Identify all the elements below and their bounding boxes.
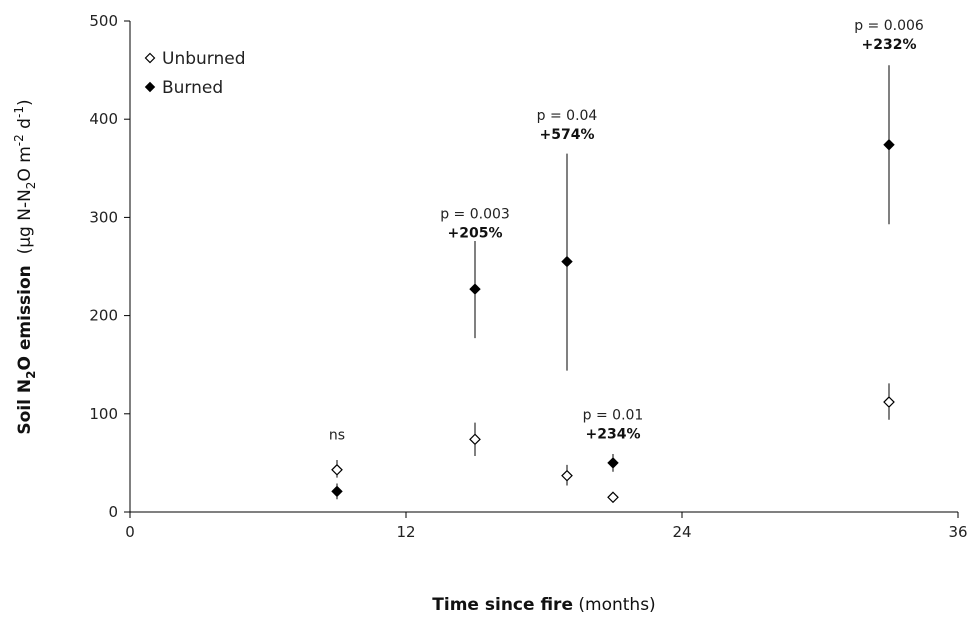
burned-point: [883, 139, 895, 151]
y-tick-label: 400: [89, 110, 118, 128]
unburned-point: [331, 463, 343, 476]
unburned-point: [561, 469, 573, 482]
y-tick-label: 300: [89, 208, 118, 226]
unburned-legend-label: Unburned: [162, 49, 246, 69]
burned-point: [331, 485, 343, 498]
y-axis-title: Soil N2O emission (µg N-N2O m-2 d-1): [12, 99, 38, 434]
burned-point: [469, 283, 481, 295]
unburned-legend-marker: [144, 52, 156, 64]
burned-legend-marker: [144, 81, 156, 93]
x-tick-label: 36: [948, 523, 967, 541]
burned-legend-label: Burned: [162, 78, 223, 98]
unburned-point: [883, 396, 895, 408]
annotation-percent-change: +234%: [586, 427, 641, 443]
annotation-p-value: ns: [329, 427, 345, 443]
axes: [129, 21, 958, 513]
burned-point: [561, 255, 573, 268]
x-tick-label: 0: [125, 523, 135, 541]
y-tick-label: 100: [89, 405, 118, 423]
annotation-p-value: p = 0.04: [537, 108, 598, 124]
legend: Unburned Burned: [144, 49, 246, 98]
y-tick-label: 500: [89, 12, 118, 30]
data-points: [331, 139, 895, 504]
unburned-point: [469, 433, 481, 446]
x-tick-label: 24: [672, 523, 691, 541]
burned-point: [607, 457, 619, 469]
y-tick-label: 200: [89, 307, 118, 325]
annotation-percent-change: +232%: [862, 37, 917, 53]
annotation-p-value: p = 0.003: [440, 206, 510, 222]
annotation-p-value: p = 0.01: [583, 408, 644, 424]
x-tick-label: 12: [396, 523, 415, 541]
annotations: ns p = 0.003 +205% p = 0.04 +574% p = 0.01 +23…: [329, 18, 924, 443]
annotation-percent-change: +574%: [540, 127, 595, 143]
annotation-percent-change: +205%: [448, 225, 503, 241]
unburned-point: [607, 491, 619, 504]
y-tick-label: 0: [108, 503, 118, 521]
ticks: 0 100 200 300 400 500 0 12 24 36: [89, 12, 967, 541]
x-axis-title: Time since fire (months): [432, 595, 655, 615]
annotation-p-value: p = 0.006: [854, 18, 924, 34]
